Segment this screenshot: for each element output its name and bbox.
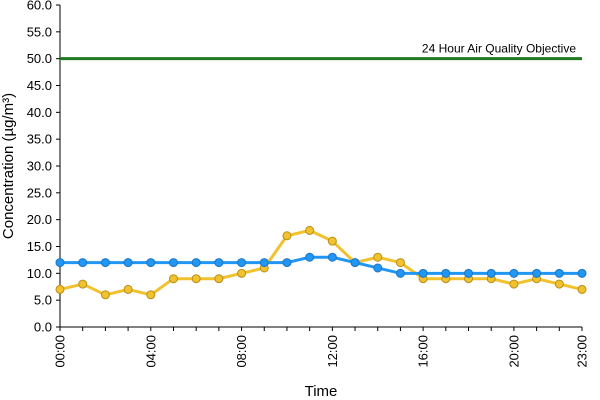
- series-point: [100, 290, 110, 300]
- series-point: [327, 252, 337, 262]
- series-point: [350, 258, 360, 268]
- x-tick-label: 04:00: [143, 335, 158, 368]
- series-group: [55, 225, 587, 300]
- y-tick-label: 5.0: [34, 293, 52, 308]
- series-point: [146, 258, 156, 268]
- x-tick-label: 12:00: [325, 335, 340, 368]
- y-tick-label: 40.0: [27, 105, 52, 120]
- series-point: [486, 268, 496, 278]
- series-point: [282, 258, 292, 268]
- series-point: [441, 268, 451, 278]
- x-axis-ticks: 00:00 04:00 08:00 12:00 16:00 20:00 23:00: [53, 327, 590, 368]
- series-line: [60, 255, 582, 275]
- series-point: [55, 284, 65, 294]
- x-tick-label: 23:00: [575, 335, 590, 368]
- series-point: [237, 268, 247, 278]
- y-tick-label: 15.0: [27, 239, 52, 254]
- series-point: [305, 225, 315, 235]
- x-tick-label: 20:00: [506, 335, 521, 368]
- series-point: [282, 231, 292, 241]
- series-point: [577, 284, 587, 294]
- y-tick-label: 20.0: [27, 212, 52, 227]
- series-point: [123, 284, 133, 294]
- series-point: [55, 258, 65, 268]
- series-point: [191, 274, 201, 284]
- y-tick-label: 60.0: [27, 0, 52, 13]
- series-point: [532, 268, 542, 278]
- series-point: [146, 290, 156, 300]
- series-point: [168, 258, 178, 268]
- series-point: [168, 274, 178, 284]
- y-tick-label: 0.0: [34, 320, 52, 335]
- series-point: [78, 258, 88, 268]
- series-point: [237, 258, 247, 268]
- series-point: [191, 258, 201, 268]
- series-point: [305, 252, 315, 262]
- series-point: [214, 258, 224, 268]
- y-axis-title: Concentration (µg/m³): [0, 93, 17, 239]
- series-point: [464, 268, 474, 278]
- series-point: [100, 258, 110, 268]
- y-axis-ticks: 0.0 5.0 10.0 15.0 20.0 25.0 30.0 35.0 40.0 45.0 50…: [27, 0, 60, 335]
- series-point: [78, 279, 88, 289]
- series-point: [554, 279, 564, 289]
- y-tick-label: 45.0: [27, 78, 52, 93]
- series-point: [395, 268, 405, 278]
- series-point: [123, 258, 133, 268]
- series-point: [373, 263, 383, 273]
- x-tick-label: 16:00: [416, 335, 431, 368]
- objective-line-group: 24 Hour Air Quality Objective: [60, 42, 582, 61]
- series-point: [509, 268, 519, 278]
- objective-label: 24 Hour Air Quality Objective: [422, 42, 576, 56]
- series-point: [418, 268, 428, 278]
- y-tick-label: 35.0: [27, 132, 52, 147]
- series-point: [577, 268, 587, 278]
- series-point: [259, 258, 269, 268]
- y-tick-label: 25.0: [27, 185, 52, 200]
- series-point: [327, 236, 337, 246]
- x-tick-label: 08:00: [234, 335, 249, 368]
- x-axis-title: Time: [305, 383, 338, 400]
- y-tick-label: 50.0: [27, 51, 52, 66]
- y-tick-label: 30.0: [27, 159, 52, 174]
- series-point: [509, 279, 519, 289]
- series-point: [554, 268, 564, 278]
- y-tick-label: 10.0: [27, 266, 52, 281]
- series-point: [214, 274, 224, 284]
- series-point: [373, 252, 383, 262]
- y-tick-label: 55.0: [27, 24, 52, 39]
- series-point: [395, 258, 405, 268]
- x-tick-label: 00:00: [53, 335, 68, 368]
